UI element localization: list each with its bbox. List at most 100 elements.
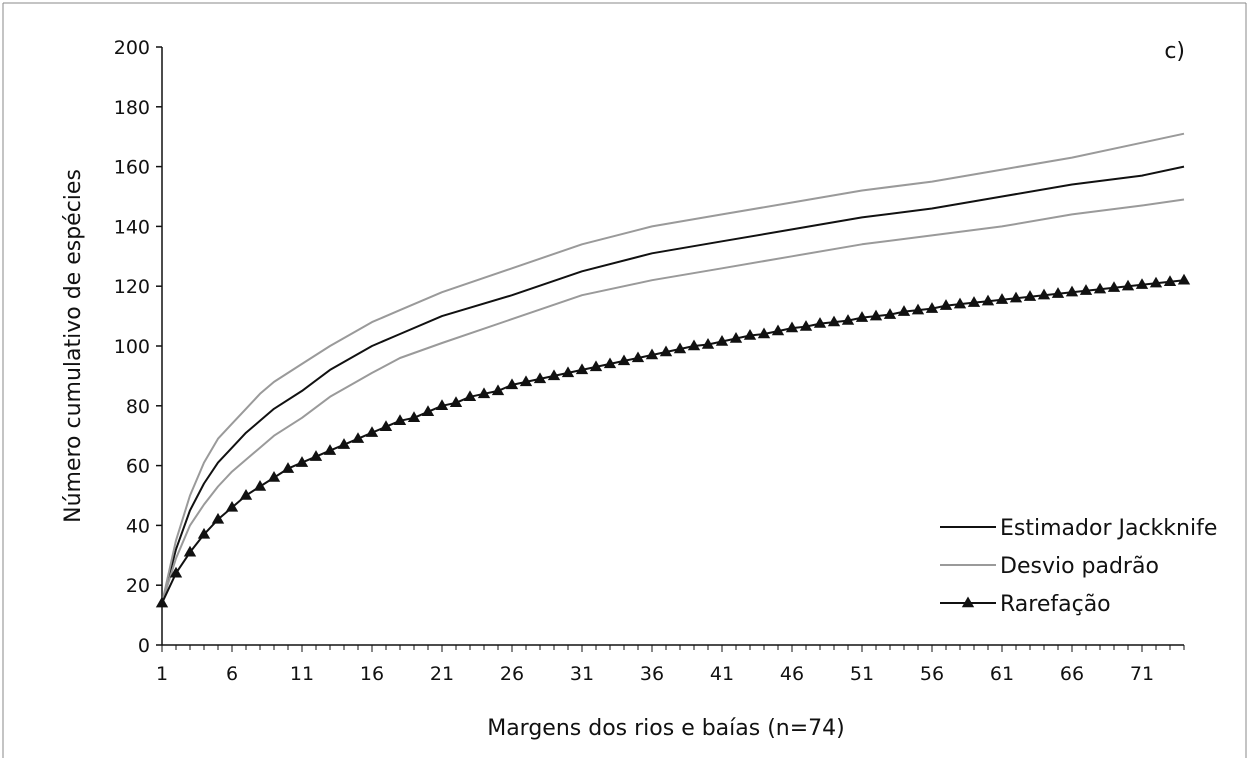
x-tick-label: 16: [360, 663, 384, 685]
x-axis-label: Margens dos rios e baías (n=74): [487, 716, 845, 741]
legend-label-rarefacao: Rarefação: [1000, 592, 1111, 617]
rarefacao-marker: [337, 438, 351, 449]
series-line-0: [161, 165, 1185, 604]
rarefacao-marker: [309, 450, 323, 461]
rarefacao-marker: [491, 384, 505, 396]
rarefacao-marker: [883, 308, 897, 319]
rarefacao-marker: [785, 321, 799, 333]
panel-label: c): [1164, 39, 1185, 64]
rarefacao-marker: [1149, 276, 1163, 288]
y-tick-label: 80: [126, 396, 150, 418]
rarefacao-marker: [393, 414, 407, 425]
rarefacao-marker: [939, 299, 953, 310]
x-tick-label: 11: [290, 663, 314, 685]
y-axis-label: Número cumulativo de espécies: [61, 169, 86, 523]
rarefacao-marker: [687, 339, 701, 351]
rarefacao-marker: [771, 324, 785, 336]
rarefacao-marker: [841, 314, 855, 325]
rarefacao-marker: [435, 399, 449, 411]
y-tick-label: 40: [126, 515, 150, 537]
rarefacao-marker: [827, 315, 841, 327]
rarefacao-marker: [729, 332, 743, 343]
rarefacao-marker: [239, 489, 253, 500]
rarefacao-marker: [1023, 290, 1037, 301]
rarefacao-marker: [967, 296, 981, 307]
x-tick-label: 1: [156, 663, 168, 685]
rarefacao-marker: [925, 302, 939, 313]
rarefacao-marker: [1037, 288, 1051, 300]
rarefacao-marker: [953, 297, 967, 309]
rarefacao-marker: [897, 305, 911, 316]
y-tick-label: 180: [114, 97, 150, 119]
rarefacao-marker: [869, 309, 883, 321]
rarefacao-marker: [253, 480, 267, 491]
rarefacao-marker: [477, 387, 491, 399]
rarefacao-marker: [1051, 287, 1065, 298]
rarefacao-marker: [1107, 281, 1121, 292]
rarefacao-marker: [365, 426, 379, 437]
rarefacao-marker: [631, 351, 645, 363]
legend-marker: [961, 596, 975, 608]
legend: Estimador Jackknife Desvio padrão Rarefaçã…: [940, 516, 1217, 617]
rarefacao-marker: [701, 338, 715, 349]
rarefacao-marker: [225, 500, 239, 512]
y-tick-label: 200: [114, 37, 150, 59]
rarefacao-marker: [813, 317, 827, 328]
rarefacao-marker: [561, 366, 575, 378]
rarefacao-marker: [211, 512, 225, 524]
rarefacao-marker: [197, 527, 211, 539]
rarefacao-marker: [1177, 273, 1191, 285]
rarefacao-marker: [1135, 278, 1149, 289]
rarefacao-marker: [1121, 279, 1135, 291]
rarefacao-marker: [757, 327, 771, 339]
rarefacao-marker: [715, 335, 729, 346]
y-tick-label: 20: [126, 575, 150, 597]
rarefacao-marker: [855, 311, 869, 322]
rarefacao-marker: [267, 471, 281, 482]
x-tick-label: 66: [1060, 663, 1084, 685]
rarefacao-marker: [1079, 284, 1093, 295]
rarefacao-marker: [351, 432, 365, 443]
rarefacao-marker: [505, 378, 519, 390]
rarefacao-marker: [603, 357, 617, 369]
rarefacao-marker: [1163, 275, 1177, 286]
x-tick-label: 51: [850, 663, 874, 685]
rarefacao-marker: [295, 456, 309, 467]
rarefacao-marker: [533, 372, 547, 384]
x-tick-label: 6: [226, 663, 238, 685]
rarefacao-marker: [659, 345, 673, 357]
rarefacao-marker: [547, 369, 561, 381]
rarefacao-marker: [1093, 282, 1107, 294]
series-line-1: [161, 132, 1185, 604]
rarefacao-marker: [589, 360, 603, 372]
y-tick-label: 100: [114, 336, 150, 358]
x-tick-label: 61: [990, 663, 1014, 685]
y-tick-label: 0: [138, 635, 150, 657]
series-layer: [155, 132, 1191, 608]
rarefacao-marker: [421, 405, 435, 417]
x-tick-label: 26: [500, 663, 524, 685]
rarefacao-marker: [799, 320, 813, 331]
rarefacao-marker: [911, 303, 925, 315]
rarefacao-marker: [407, 411, 421, 422]
x-tick-label: 31: [570, 663, 594, 685]
rarefacao-marker: [169, 566, 183, 578]
x-tick-label: 46: [780, 663, 804, 685]
x-tick-label: 21: [430, 663, 454, 685]
y-tick-label: 60: [126, 456, 150, 478]
rarefacao-marker: [995, 293, 1009, 304]
legend-label-desvio: Desvio padrão: [1000, 554, 1159, 579]
rarefacao-marker: [379, 420, 393, 431]
y-tick-label: 140: [114, 216, 150, 238]
rarefacao-marker: [617, 354, 631, 366]
y-tick-label: 120: [114, 276, 150, 298]
rarefacao-marker: [155, 596, 169, 608]
rarefacao-marker: [1009, 291, 1023, 303]
rarefacao-marker: [981, 294, 995, 306]
y-tick-label: 160: [114, 157, 150, 179]
legend-label-jackknife: Estimador Jackknife: [1000, 516, 1217, 541]
rarefacao-marker: [463, 390, 477, 402]
